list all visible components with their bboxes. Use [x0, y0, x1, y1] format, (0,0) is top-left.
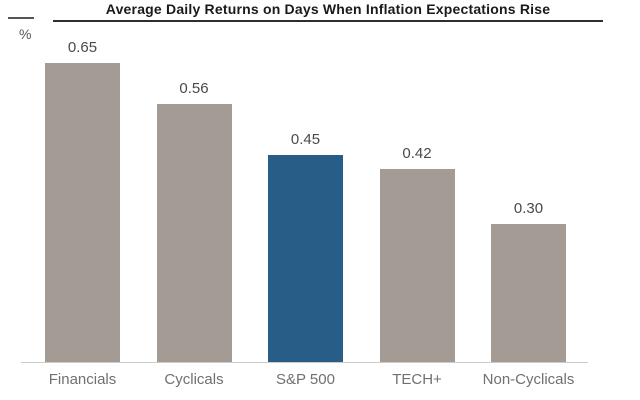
- chart-title: Average Daily Returns on Days When Infla…: [53, 1, 603, 22]
- value-label-tech: 0.42: [402, 145, 432, 162]
- category-label-cyclicals: Cyclicals: [164, 371, 224, 388]
- bar-s-p-500: [268, 155, 343, 362]
- x-axis-line: [21, 362, 588, 363]
- category-label-financials: Financials: [48, 371, 117, 388]
- value-label-cyclicals: 0.56: [179, 80, 209, 97]
- bar-cyclicals: [156, 104, 232, 362]
- category-label-non-cyclicals: Non-Cyclicals: [482, 371, 575, 388]
- value-label-non-cyclicals: 0.30: [513, 200, 544, 217]
- y-axis-unit-label: %: [19, 26, 32, 42]
- value-label-s-p-500: 0.45: [290, 131, 321, 148]
- category-label-s-p-500: S&P 500: [276, 371, 335, 388]
- bar-financials: [45, 63, 120, 362]
- bar-non-cyclicals: [491, 224, 566, 362]
- bar-tech: [379, 169, 455, 362]
- value-label-financials: 0.65: [67, 39, 98, 56]
- category-label-tech: TECH+: [392, 371, 442, 388]
- y-axis-tick-dash: [8, 17, 34, 19]
